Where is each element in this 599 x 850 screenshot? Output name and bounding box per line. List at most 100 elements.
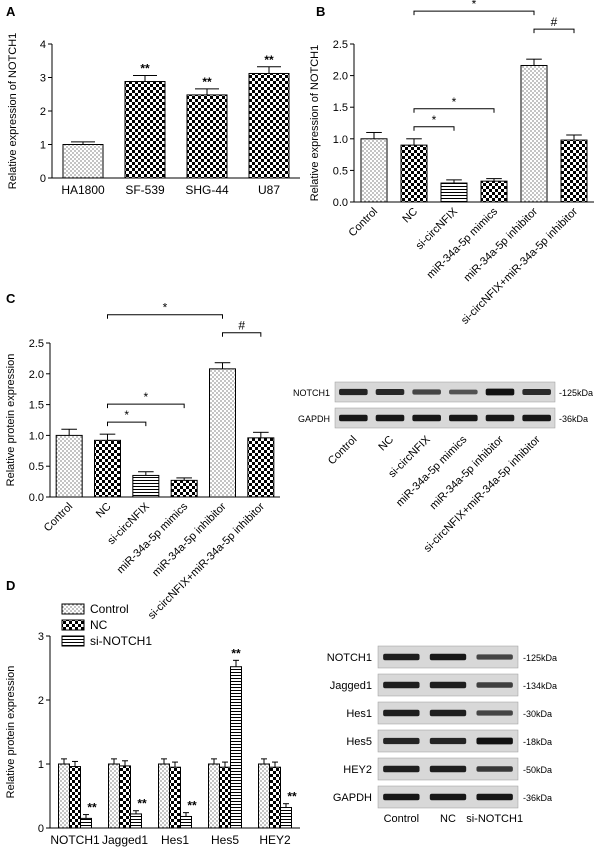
legend-label: Control (90, 602, 129, 616)
blot-band (429, 793, 467, 801)
y-tick-label: 0.0 (29, 492, 44, 504)
y-tick-label: 1 (38, 759, 44, 771)
blot-band (485, 414, 515, 422)
bar (186, 94, 228, 179)
blot-band (383, 737, 420, 745)
significance-label: ** (287, 790, 297, 804)
bar (400, 144, 428, 203)
significance-label: ** (87, 801, 97, 815)
blot-row-label: Hes1 (346, 708, 372, 720)
legend-swatch (61, 635, 85, 647)
x-tick-label: NC (400, 206, 420, 226)
chart-d: 0 1 2 3 Relative protein expression ** NOTCH1 *… (5, 602, 300, 847)
y-tick-label: 0.0 (333, 197, 348, 209)
y-tick-label: 2.5 (333, 39, 348, 51)
bar (480, 180, 508, 203)
bar (520, 64, 548, 203)
x-tick-label: NOTCH1 (50, 833, 100, 847)
comparison-bracket (413, 108, 495, 113)
blot-kda-label: -50kDa (523, 765, 552, 775)
x-tick-label: miR-34a-5p mimics (115, 500, 191, 576)
blot-band (339, 414, 368, 422)
comparison-label: * (472, 0, 477, 11)
bar (58, 763, 70, 829)
legend-label: si-NOTCH1 (90, 634, 152, 648)
bar (209, 368, 236, 498)
chart-a: 0 1 2 3 4 Relative expression of NOTCH1 ** ** **… (7, 33, 300, 197)
panel-label-d: D (6, 578, 15, 593)
bar (119, 765, 131, 829)
blot-band (383, 793, 420, 801)
comparison-label: * (432, 113, 437, 127)
panel-label-b: B (316, 4, 325, 19)
comparison-bracket (107, 421, 147, 427)
blot-band (449, 389, 478, 395)
blot-kda-label: -125kDa (559, 388, 593, 398)
y-tick-label: 2 (40, 106, 46, 118)
comparison-bracket (533, 28, 575, 34)
comparison-bracket (222, 332, 262, 337)
bar (258, 763, 270, 829)
x-tick-label: HEY2 (259, 833, 291, 847)
blot-kda-label: -36kDa (523, 793, 552, 803)
chart-c: 0.0 0.5 1.0 1.5 2.0 2.5 Relative protein expre… (5, 301, 280, 622)
significance-label: ** (137, 797, 147, 811)
bar (170, 479, 198, 498)
x-tick-label: Control (347, 206, 381, 240)
blot-kda-label: -18kDa (523, 737, 552, 747)
comparison-bracket (413, 126, 455, 131)
x-tick-label: NC (94, 501, 114, 521)
blot-row-label: HEY2 (343, 764, 372, 776)
y-tick-label: 1.0 (29, 430, 44, 442)
blot-band (522, 389, 551, 395)
comparison-label: * (452, 95, 457, 109)
bar (69, 766, 81, 829)
bar (269, 766, 281, 829)
significance-label: ** (187, 799, 197, 813)
bar (158, 763, 170, 829)
x-tick-label: Hes5 (211, 833, 239, 847)
chart-b: 0.0 0.5 1.0 1.5 2.0 2.5 Relative expression of… (309, 0, 594, 327)
bar (132, 474, 160, 498)
significance-label: ** (231, 646, 241, 660)
y-tick-label: 2.0 (333, 71, 348, 83)
x-tick-label: Hes1 (161, 833, 189, 847)
y-tick-label: 1.5 (29, 400, 44, 412)
bar (62, 144, 104, 179)
y-tick-label: 0 (38, 823, 44, 835)
blot-band (383, 765, 420, 773)
comparison-label: # (238, 319, 245, 333)
y-tick-label: 4 (40, 39, 46, 51)
blot-band (476, 682, 513, 688)
y-tick-label: 0.5 (29, 461, 44, 473)
blot-band (383, 709, 420, 717)
comparison-label: # (551, 15, 558, 29)
bar (247, 437, 275, 498)
blot-band (412, 414, 441, 422)
bar (169, 766, 181, 829)
bar (80, 817, 92, 829)
x-tick-label: Jagged1 (102, 833, 148, 847)
blot-lane-label: Control (326, 434, 360, 468)
blot-strip (334, 381, 556, 403)
legend-swatch (61, 603, 85, 615)
bar (219, 766, 231, 829)
bar (360, 138, 388, 203)
y-axis-label: Relative expression of NOTCH1 (7, 33, 19, 190)
comparison-label: * (163, 301, 168, 315)
bar (130, 813, 142, 829)
bar (208, 763, 220, 829)
x-tick-label: SF-539 (125, 183, 165, 197)
blot-band (476, 793, 513, 801)
y-axis-label: Relative protein expression (5, 666, 17, 799)
blot-kda-label: -36kDa (559, 414, 588, 424)
blot-band (429, 765, 467, 773)
blot-kda-label: -134kDa (523, 681, 557, 691)
comparison-label: * (124, 408, 129, 422)
y-tick-label: 1.0 (333, 134, 348, 146)
legend-swatch (61, 619, 85, 631)
y-tick-label: 2 (38, 695, 44, 707)
x-tick-label: miR-34a-5p inhibitor (150, 500, 229, 579)
blot-band (449, 414, 478, 422)
